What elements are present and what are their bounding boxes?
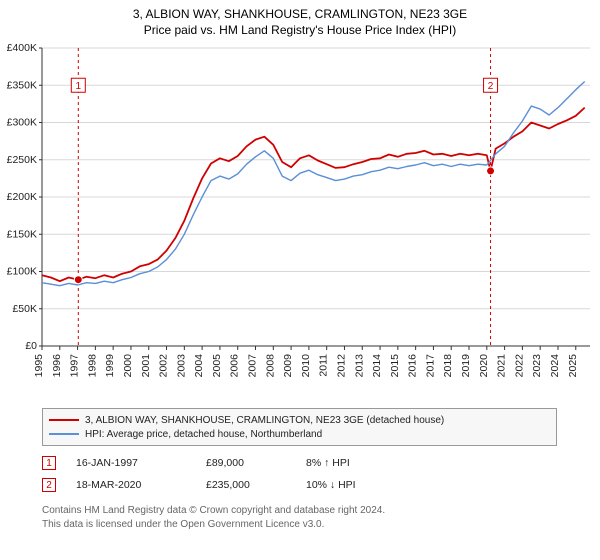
marker-badge-1: 1 bbox=[42, 456, 56, 470]
marker-row: 2 18-MAR-2020 £235,000 10% ↓ HPI bbox=[42, 474, 557, 496]
svg-text:2020: 2020 bbox=[478, 354, 490, 378]
legend-swatch-price-paid bbox=[49, 419, 79, 421]
marker-row: 1 16-JAN-1997 £89,000 8% ↑ HPI bbox=[42, 452, 557, 474]
svg-text:£250K: £250K bbox=[7, 154, 37, 166]
svg-text:£200K: £200K bbox=[7, 191, 37, 203]
svg-text:£100K: £100K bbox=[7, 266, 37, 278]
legend-row: HPI: Average price, detached house, Nort… bbox=[49, 427, 550, 441]
marker-pct: 10% ↓ HPI bbox=[306, 479, 446, 491]
legend-label: HPI: Average price, detached house, Nort… bbox=[85, 429, 322, 440]
marker-price: £235,000 bbox=[206, 479, 306, 491]
svg-text:2: 2 bbox=[488, 81, 494, 92]
svg-text:2005: 2005 bbox=[211, 354, 223, 378]
svg-text:£150K: £150K bbox=[7, 228, 37, 240]
legend-row: 3, ALBION WAY, SHANKHOUSE, CRAMLINGTON, … bbox=[49, 413, 550, 427]
svg-text:£300K: £300K bbox=[7, 117, 37, 129]
svg-text:2022: 2022 bbox=[513, 354, 525, 378]
svg-text:£400K: £400K bbox=[7, 42, 37, 54]
svg-text:2006: 2006 bbox=[229, 354, 241, 378]
marker-pct: 8% ↑ HPI bbox=[306, 457, 446, 469]
svg-text:2024: 2024 bbox=[549, 354, 561, 378]
svg-text:1997: 1997 bbox=[69, 354, 81, 378]
svg-text:2021: 2021 bbox=[496, 354, 508, 378]
svg-text:£50K: £50K bbox=[12, 303, 37, 315]
svg-text:2011: 2011 bbox=[318, 354, 330, 377]
footer-line1: Contains HM Land Registry data © Crown c… bbox=[42, 504, 562, 518]
svg-text:1996: 1996 bbox=[51, 354, 63, 378]
chart-area: £0 £50K £100K £150K £200K £250K £300K £350K £400… bbox=[0, 42, 600, 402]
svg-text:1999: 1999 bbox=[104, 354, 116, 378]
svg-text:2013: 2013 bbox=[353, 354, 365, 378]
svg-text:2015: 2015 bbox=[389, 354, 401, 378]
svg-text:2009: 2009 bbox=[282, 354, 294, 378]
svg-text:2008: 2008 bbox=[264, 354, 276, 378]
svg-text:1995: 1995 bbox=[33, 354, 45, 378]
svg-text:2000: 2000 bbox=[122, 354, 134, 378]
svg-text:2017: 2017 bbox=[424, 354, 436, 378]
svg-text:2001: 2001 bbox=[140, 354, 152, 378]
svg-text:£350K: £350K bbox=[7, 79, 37, 91]
footer: Contains HM Land Registry data © Crown c… bbox=[42, 504, 562, 531]
footer-line2: This data is licensed under the Open Gov… bbox=[42, 518, 562, 532]
chart-container: 3, ALBION WAY, SHANKHOUSE, CRAMLINGTON, … bbox=[0, 0, 600, 560]
svg-text:2018: 2018 bbox=[442, 354, 454, 378]
svg-text:2019: 2019 bbox=[460, 354, 472, 378]
svg-text:2016: 2016 bbox=[407, 354, 419, 378]
marker-date: 16-JAN-1997 bbox=[76, 457, 206, 469]
title-line1: 3, ALBION WAY, SHANKHOUSE, CRAMLINGTON, … bbox=[0, 6, 600, 22]
legend-label: 3, ALBION WAY, SHANKHOUSE, CRAMLINGTON, … bbox=[85, 415, 444, 426]
marker-badge-2: 2 bbox=[42, 478, 56, 492]
svg-text:2010: 2010 bbox=[300, 354, 312, 378]
svg-text:1: 1 bbox=[76, 81, 82, 92]
chart-svg: £0 £50K £100K £150K £200K £250K £300K £350K £400… bbox=[0, 42, 600, 402]
svg-text:£0: £0 bbox=[25, 340, 37, 352]
svg-text:2002: 2002 bbox=[158, 354, 170, 378]
svg-text:2025: 2025 bbox=[567, 354, 579, 378]
title-block: 3, ALBION WAY, SHANKHOUSE, CRAMLINGTON, … bbox=[0, 0, 600, 38]
svg-text:2014: 2014 bbox=[371, 354, 383, 378]
legend: 3, ALBION WAY, SHANKHOUSE, CRAMLINGTON, … bbox=[42, 408, 557, 446]
svg-text:1998: 1998 bbox=[86, 354, 98, 378]
svg-text:2007: 2007 bbox=[247, 354, 259, 378]
svg-text:2012: 2012 bbox=[335, 354, 347, 378]
svg-text:2003: 2003 bbox=[175, 354, 187, 378]
svg-text:2004: 2004 bbox=[193, 354, 205, 378]
marker-date: 18-MAR-2020 bbox=[76, 479, 206, 491]
marker-table: 1 16-JAN-1997 £89,000 8% ↑ HPI 2 18-MAR-… bbox=[42, 452, 557, 496]
svg-text:2023: 2023 bbox=[531, 354, 543, 378]
legend-swatch-hpi bbox=[49, 433, 79, 435]
marker-price: £89,000 bbox=[206, 457, 306, 469]
title-line2: Price paid vs. HM Land Registry's House … bbox=[0, 22, 600, 38]
